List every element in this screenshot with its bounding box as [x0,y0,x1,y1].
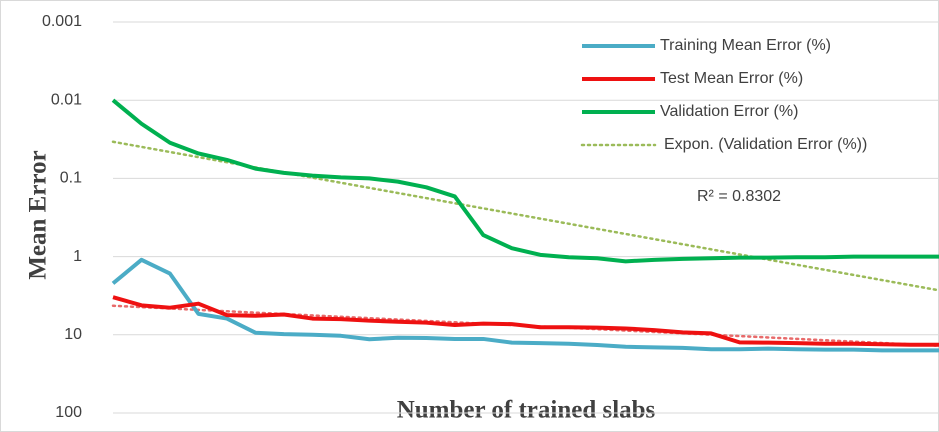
y-tick-label: 1 [73,248,82,265]
series-line [111,98,939,264]
series-line [111,257,939,353]
x-axis-title: Number of trained slabs [397,397,656,424]
y-tick-label: 0.01 [51,91,82,108]
legend-label: Expon. (Validation Error (%)) [664,136,867,153]
annotation: R² = 0.8302 [697,188,781,205]
y-tick-label: 10 [64,326,82,343]
y-tick-label: 100 [55,404,82,421]
legend-label: Training Mean Error (%) [660,37,831,54]
y-tick-label: 0.1 [60,170,82,187]
y-tick-label: 0.001 [42,13,82,30]
legend-label: Validation Error (%) [660,103,798,120]
legend-label: Test Mean Error (%) [660,70,803,87]
y-axis-title: Mean Error [25,150,52,279]
series-line [112,295,939,347]
